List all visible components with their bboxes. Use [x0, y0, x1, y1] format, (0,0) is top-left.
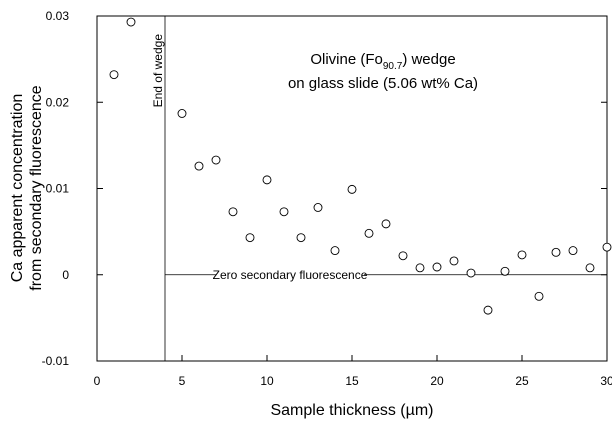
- data-point-26: [585, 263, 595, 273]
- x-tick-label-2: 10: [260, 374, 274, 388]
- data-point-3: [194, 161, 204, 171]
- data-point-4: [211, 155, 221, 165]
- data-point-24: [551, 247, 561, 257]
- data-point-8: [279, 207, 289, 217]
- data-point-10: [313, 203, 323, 212]
- end-of-wedge-label: End of wedge: [151, 34, 165, 108]
- chart-title-suffix: ) wedge: [402, 51, 455, 68]
- chart-title-subscript: 90.7: [383, 61, 403, 72]
- x-tick-label-5: 25: [515, 374, 529, 388]
- y-tick-label-1: 0: [62, 268, 69, 282]
- chart-title-line2: on glass slide (5.06 wt% Ca): [288, 75, 478, 92]
- x-axis-ticks: 0 5 10 15 20 25 30: [94, 355, 612, 388]
- data-point-1: [126, 17, 136, 27]
- data-point-18: [449, 256, 459, 266]
- y-tick-label-2: 0.01: [46, 182, 70, 196]
- data-point-13: [364, 228, 374, 238]
- y-axis-label-line1: Ca apparent concentration: [9, 94, 26, 283]
- data-point-15: [398, 251, 408, 261]
- data-point-2: [177, 109, 187, 118]
- data-point-25: [568, 246, 578, 256]
- data-point-11: [330, 246, 340, 256]
- data-point-14: [381, 219, 391, 229]
- chart-title-prefix: Olivine (Fo: [310, 51, 383, 68]
- data-point-16: [415, 263, 425, 273]
- data-point-7: [262, 175, 272, 185]
- x-tick-label-0: 0: [94, 374, 101, 388]
- y-tick-label-3: 0.02: [46, 95, 70, 109]
- data-point-12: [347, 184, 357, 194]
- y-axis-label: Ca apparent concentration from secondary…: [9, 85, 45, 291]
- data-points: [109, 17, 612, 315]
- data-point-27: [602, 242, 612, 252]
- data-point-20: [483, 305, 493, 315]
- y-tick-label-4: 0.03: [46, 9, 70, 23]
- x-tick-label-4: 20: [430, 374, 444, 388]
- data-point-0: [109, 70, 119, 80]
- data-point-19: [466, 268, 476, 278]
- chart-title-line1: Olivine (Fo90.7) wedge: [310, 51, 455, 72]
- data-point-9: [296, 233, 306, 243]
- x-tick-label-6: 30: [600, 374, 612, 388]
- x-tick-label-1: 5: [179, 374, 186, 388]
- y-axis-label-line2: from secondary fluorescence: [28, 85, 45, 291]
- x-tick-label-3: 15: [345, 374, 359, 388]
- data-point-17: [432, 262, 442, 272]
- y-axis-ticks: -0.01 0 0.01 0.02 0.03: [42, 9, 607, 368]
- zero-fluorescence-label: Zero secondary fluorescence: [213, 268, 368, 282]
- data-point-23: [534, 291, 544, 301]
- data-point-6: [245, 233, 255, 243]
- x-axis-label: Sample thickness (µm): [270, 402, 433, 419]
- data-point-22: [517, 250, 527, 260]
- data-point-21: [500, 266, 510, 276]
- y-tick-label-0: -0.01: [42, 354, 70, 368]
- data-point-5: [228, 207, 238, 217]
